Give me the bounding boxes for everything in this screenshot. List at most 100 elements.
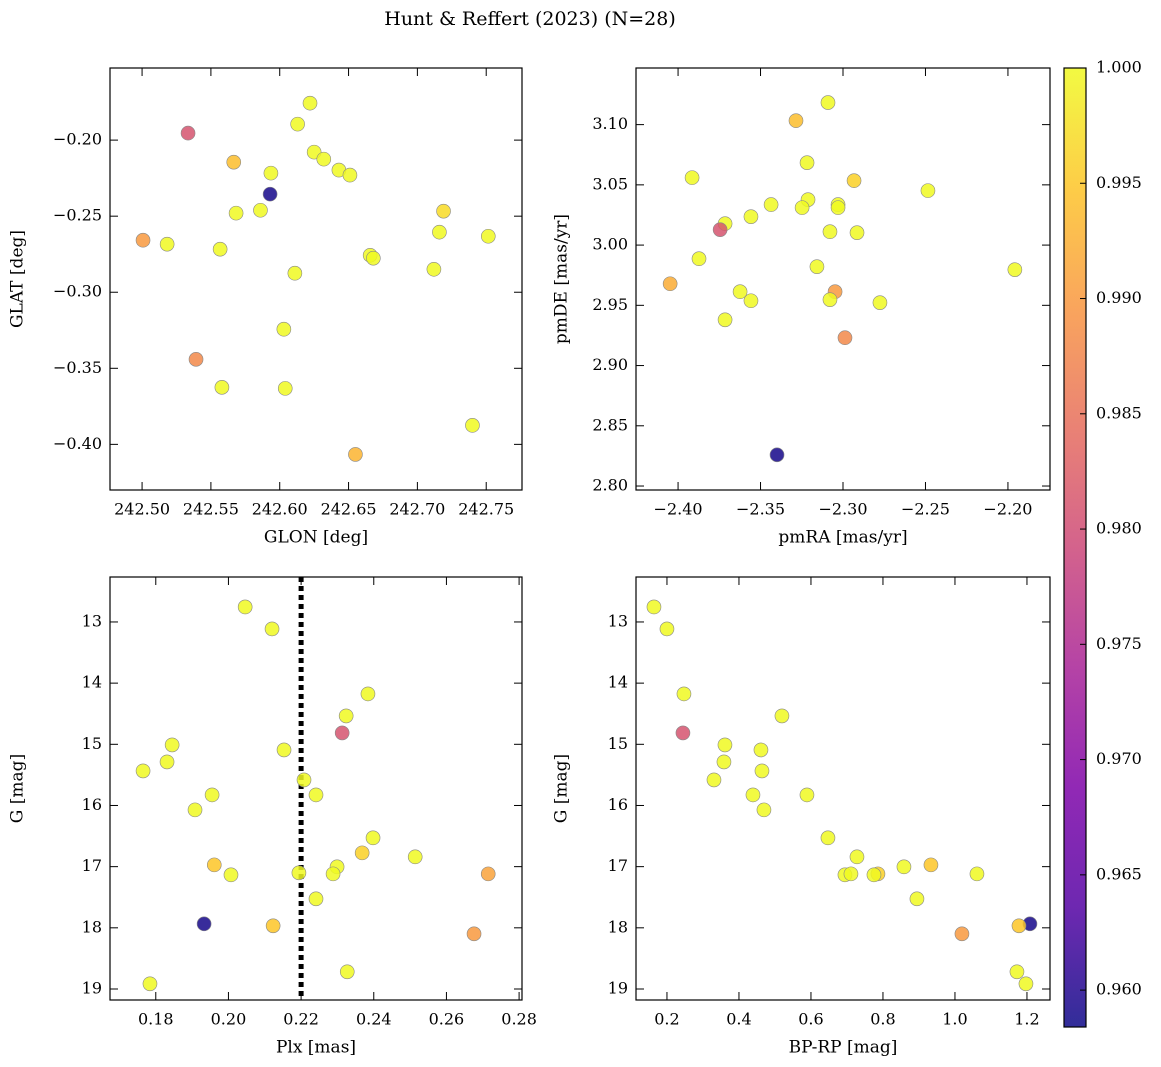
x-tick-label: −2.25 <box>901 500 950 519</box>
scatter-point <box>214 380 230 395</box>
colorbar-tick-label: 0.980 <box>1096 519 1142 538</box>
y-tick-label: 17 <box>608 856 628 875</box>
y-tick-label: 18 <box>82 917 102 936</box>
scatter-point <box>849 225 865 240</box>
y-axis-label: GLAT [deg] <box>8 230 28 328</box>
scatter-point <box>480 228 496 244</box>
y-tick-label: −0.35 <box>53 358 102 377</box>
x-tick-label: 0.24 <box>356 1010 392 1029</box>
scatter-point <box>756 802 772 818</box>
x-tick-label: 0.20 <box>211 1010 247 1029</box>
colorbar-tick-label: 0.975 <box>1096 634 1142 653</box>
scatter-point <box>753 742 769 758</box>
scatter-point <box>135 763 151 779</box>
figure-title: Hunt & Reffert (2023) (N=28) <box>384 8 676 30</box>
scatter-point <box>276 742 292 758</box>
scatter-point <box>843 866 859 882</box>
scatter-point <box>809 259 825 274</box>
y-tick-label: 17 <box>82 856 102 875</box>
y-tick-label: 13 <box>608 611 628 630</box>
x-tick-label: −2.35 <box>736 500 785 519</box>
scatter-point <box>1011 918 1027 934</box>
y-tick-label: 19 <box>82 978 102 997</box>
scatter-point <box>290 116 305 132</box>
y-tick-label: 3.05 <box>592 174 628 193</box>
scatter-point <box>763 197 779 212</box>
scatter-point <box>646 599 662 615</box>
y-tick-label: 2.80 <box>592 476 628 495</box>
scatter-point <box>325 866 341 882</box>
x-axis-label: pmRA [mas/yr] <box>778 528 907 548</box>
scatter-point <box>228 205 244 221</box>
scatter-point <box>1018 976 1034 992</box>
scatter-point <box>769 447 785 463</box>
scatter-point <box>774 708 790 724</box>
scatter-point <box>348 447 363 462</box>
x-tick-label: 242.75 <box>458 500 514 519</box>
y-tick-label: 14 <box>608 673 628 692</box>
y-tick-label: 2.85 <box>592 415 628 434</box>
scatter-point <box>366 250 381 266</box>
scatter-point <box>354 845 370 861</box>
scatter-point <box>954 926 970 942</box>
scatter-point <box>684 170 700 185</box>
scatter-point <box>276 321 292 337</box>
y-tick-label: −0.40 <box>53 434 102 453</box>
x-tick-label: 242.60 <box>252 500 308 519</box>
y-tick-label: 3.10 <box>592 114 628 133</box>
scatter-point <box>187 802 203 818</box>
scatter-point <box>1007 262 1023 277</box>
scatter-point <box>342 167 358 183</box>
scatter-point <box>920 183 936 198</box>
scatter-point <box>204 787 220 803</box>
x-tick-label: 242.50 <box>114 500 170 519</box>
y-tick-label: 13 <box>82 611 102 630</box>
scatter-point <box>754 763 770 779</box>
scatter-point <box>262 186 278 202</box>
colorbar-tick-label: 0.960 <box>1096 980 1142 999</box>
scatter-point <box>872 295 888 310</box>
scatter-point <box>308 891 324 907</box>
x-axis-label: GLON [deg] <box>264 528 368 548</box>
scatter-point <box>712 222 728 237</box>
scatter-point <box>662 276 678 292</box>
scatter-point <box>480 866 496 882</box>
scatter-point <box>820 830 836 846</box>
scatter-point <box>223 867 239 883</box>
scatter-point <box>159 236 175 252</box>
y-tick-label: 15 <box>82 734 102 753</box>
scatter-point <box>291 865 307 881</box>
scatter-point <box>264 621 280 637</box>
scatter-point <box>296 772 312 788</box>
x-tick-label: 0.8 <box>870 1010 895 1029</box>
colorbar-tick-label: 0.965 <box>1096 864 1142 883</box>
scatter-point <box>969 866 985 882</box>
colorbar <box>1063 67 1087 1028</box>
scatter-point <box>253 202 268 218</box>
scatter-point <box>237 599 253 615</box>
scatter-point <box>206 857 222 873</box>
scatter-point <box>302 95 318 111</box>
scatter-point <box>164 737 180 753</box>
scatter-point <box>794 200 810 215</box>
scatter-point <box>866 867 882 883</box>
x-tick-label: 242.70 <box>389 500 445 519</box>
x-tick-label: 1.2 <box>1014 1010 1039 1029</box>
y-axis-label: G [mag] <box>552 754 572 823</box>
scatter-point <box>822 292 838 307</box>
scatter-point <box>732 284 748 300</box>
y-tick-label: 3.00 <box>592 235 628 254</box>
scatter-point <box>360 686 376 702</box>
scatter-point <box>277 381 293 396</box>
axes-frame <box>109 576 523 1001</box>
y-tick-label: 2.95 <box>592 295 628 314</box>
x-tick-label: 0.2 <box>654 1010 679 1029</box>
subplot: 0.18 0.20 0.22 0.24 0.26 0.28 13 14 15 16 17 18 19 Pl… <box>8 576 537 1058</box>
x-tick-label: 242.65 <box>321 500 377 519</box>
scatter-point <box>788 113 804 128</box>
y-tick-label: 16 <box>608 795 628 814</box>
scatter-point <box>465 418 480 433</box>
x-tick-label: 0.4 <box>726 1010 751 1029</box>
y-tick-label: −0.25 <box>53 206 102 225</box>
